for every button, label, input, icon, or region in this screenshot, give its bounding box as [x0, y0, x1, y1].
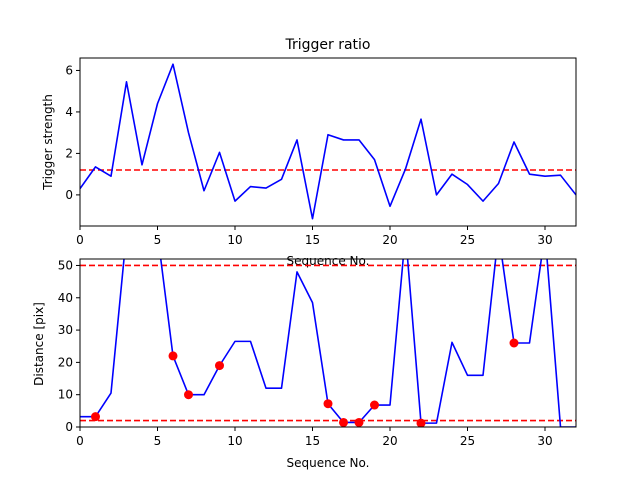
top-x-tick-label: 20: [382, 233, 397, 247]
top-chart-title: Trigger ratio: [284, 37, 370, 53]
bottom-marker-point: [354, 417, 364, 427]
top-x-axis-label: Sequence No.: [287, 254, 370, 268]
bottom-y-tick-label: 20: [58, 355, 73, 369]
top-subplot: Trigger ratio Trigger strength Sequence …: [41, 37, 577, 268]
bottom-subplot: Distance [pix] Sequence No. 0 5 10 15 20 25 30…: [32, 258, 577, 470]
bottom-y-tick-label: 40: [58, 291, 73, 305]
bottom-axes-frame: [79, 258, 577, 428]
top-y-tick-label: 6: [65, 63, 73, 77]
bottom-marker-point: [509, 338, 519, 348]
bottom-marker-point: [91, 412, 100, 422]
top-x-tick-label: 30: [537, 233, 552, 247]
bottom-marker-point: [370, 400, 379, 410]
bottom-marker-point: [323, 399, 333, 409]
bottom-y-tick-label: 10: [58, 388, 73, 402]
top-y-tick-label: 2: [65, 146, 73, 160]
top-axes-frame: [79, 57, 577, 227]
bottom-x-tick-label: 0: [76, 434, 84, 448]
top-y-axis-label: Trigger strength: [41, 94, 55, 191]
top-x-tick-label: 25: [460, 233, 475, 247]
bottom-x-tick-label: 5: [154, 434, 162, 448]
top-x-tick-label: 15: [305, 233, 320, 247]
bottom-y-tick-label: 0: [65, 420, 73, 434]
top-plot-area: [80, 63, 576, 220]
bottom-marker-point: [184, 390, 193, 400]
bottom-x-tick-label: 20: [382, 434, 397, 448]
bottom-marker-point: [416, 418, 426, 427]
bottom-x-tick-label: 25: [460, 434, 475, 448]
bottom-marker-point: [215, 361, 224, 371]
bottom-y-tick-label: 50: [58, 258, 73, 272]
bottom-x-tick-label: 10: [227, 434, 242, 448]
top-x-tick-label: 0: [76, 233, 84, 247]
bottom-x-axis-label: Sequence No.: [287, 456, 370, 470]
top-x-tick-label: 10: [227, 233, 242, 247]
top-y-tick-label: 0: [65, 188, 73, 202]
bottom-x-tick-label: 30: [537, 434, 552, 448]
bottom-y-axis-label: Distance [pix]: [32, 302, 46, 386]
top-x-tick-label: 5: [154, 233, 162, 247]
bottom-x-tick-label: 15: [305, 434, 320, 448]
bottom-plot-area: [80, 259, 576, 427]
top-y-tick-label: 4: [65, 105, 73, 119]
bottom-y-tick-label: 30: [58, 323, 73, 337]
top-series-line-0: [80, 63, 576, 220]
bottom-marker-point: [168, 351, 178, 361]
bottom-marker-point: [339, 417, 348, 427]
